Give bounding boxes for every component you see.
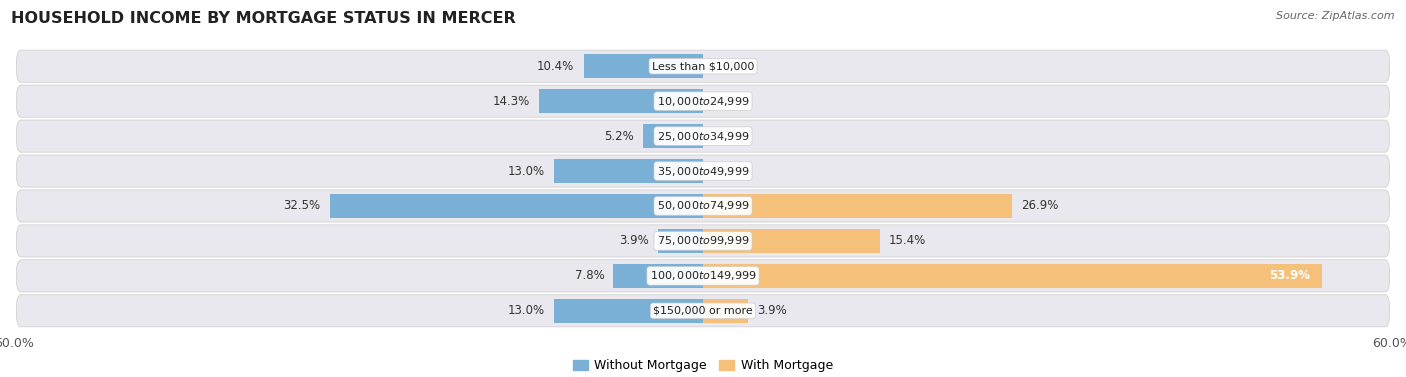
FancyBboxPatch shape (17, 85, 1389, 117)
FancyBboxPatch shape (17, 295, 1389, 327)
Text: $35,000 to $49,999: $35,000 to $49,999 (657, 164, 749, 178)
Text: 0.0%: 0.0% (713, 164, 742, 178)
Text: 53.9%: 53.9% (1270, 269, 1310, 282)
Text: $100,000 to $149,999: $100,000 to $149,999 (650, 269, 756, 282)
Text: 32.5%: 32.5% (284, 199, 321, 213)
Text: 26.9%: 26.9% (1021, 199, 1059, 213)
Bar (554, 159, 703, 183)
Text: 0.0%: 0.0% (713, 95, 742, 108)
Bar (613, 264, 703, 288)
Text: $150,000 or more: $150,000 or more (654, 306, 752, 316)
Text: $10,000 to $24,999: $10,000 to $24,999 (657, 95, 749, 108)
FancyBboxPatch shape (17, 120, 1389, 152)
Text: 3.9%: 3.9% (756, 304, 787, 317)
Text: HOUSEHOLD INCOME BY MORTGAGE STATUS IN MERCER: HOUSEHOLD INCOME BY MORTGAGE STATUS IN M… (11, 11, 516, 26)
Bar (703, 229, 880, 253)
Text: $50,000 to $74,999: $50,000 to $74,999 (657, 199, 749, 213)
Text: $25,000 to $34,999: $25,000 to $34,999 (657, 130, 749, 143)
Text: 13.0%: 13.0% (508, 304, 544, 317)
Legend: Without Mortgage, With Mortgage: Without Mortgage, With Mortgage (568, 354, 838, 377)
Text: 7.8%: 7.8% (575, 269, 605, 282)
Bar (703, 194, 1012, 218)
Bar (644, 124, 703, 148)
Text: 0.0%: 0.0% (713, 60, 742, 73)
Text: 14.3%: 14.3% (492, 95, 530, 108)
FancyBboxPatch shape (17, 50, 1389, 82)
Bar (703, 264, 1322, 288)
Bar (554, 299, 703, 323)
Text: 5.2%: 5.2% (605, 130, 634, 143)
FancyBboxPatch shape (17, 225, 1389, 257)
Bar (583, 54, 703, 78)
Bar (658, 229, 703, 253)
FancyBboxPatch shape (17, 190, 1389, 222)
Text: 13.0%: 13.0% (508, 164, 544, 178)
Text: 3.9%: 3.9% (619, 234, 650, 247)
Text: Source: ZipAtlas.com: Source: ZipAtlas.com (1277, 11, 1395, 21)
FancyBboxPatch shape (17, 155, 1389, 187)
Bar (330, 194, 703, 218)
Bar (703, 299, 748, 323)
Text: 15.4%: 15.4% (889, 234, 927, 247)
Text: 10.4%: 10.4% (537, 60, 575, 73)
Bar (538, 89, 703, 113)
Text: Less than $10,000: Less than $10,000 (652, 61, 754, 71)
Text: 0.0%: 0.0% (713, 130, 742, 143)
FancyBboxPatch shape (17, 260, 1389, 292)
Text: $75,000 to $99,999: $75,000 to $99,999 (657, 234, 749, 247)
